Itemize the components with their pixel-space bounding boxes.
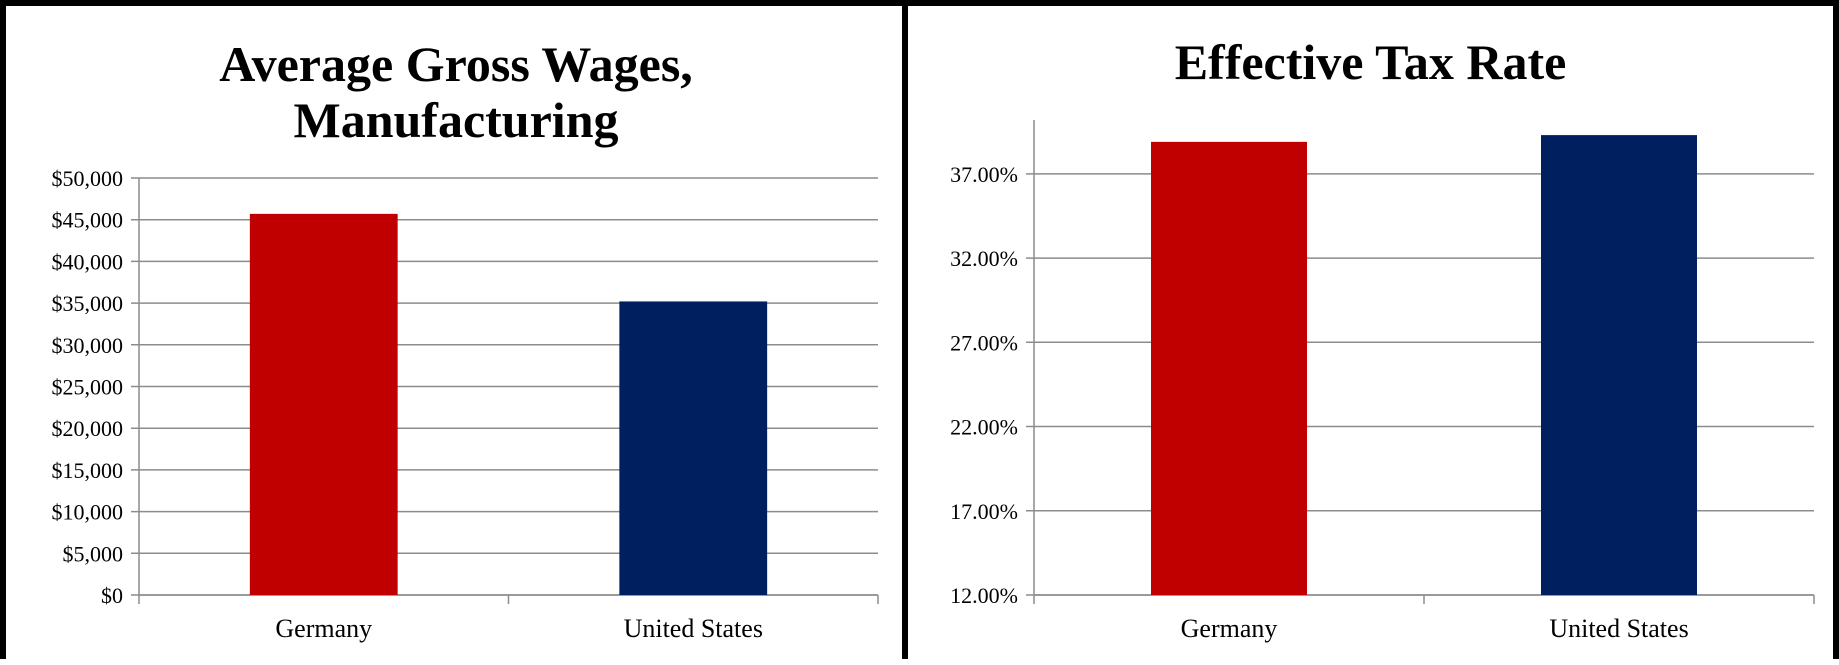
wages-chart-plot: $0 $5,000 $10,000 $15,000 $20,000 $25,000 $30,… (52, 166, 879, 643)
wages-y-tick-label: $25,000 (52, 375, 124, 400)
tax-y-tick-label: 37.00% (950, 162, 1018, 187)
tax-category-label: United States (1549, 614, 1688, 643)
wages-bar-united-states (619, 301, 768, 595)
wages-y-tick-label: $5,000 (63, 541, 124, 566)
wages-category-label: United States (624, 614, 763, 643)
tax-y-tick-label: 32.00% (950, 246, 1018, 271)
wages-y-tick-label: $50,000 (52, 166, 124, 191)
wages-y-tick-label: $30,000 (52, 333, 124, 358)
tax-chart-panel: Effective Tax Rate 12.00% 17.00% 22.00% 27.… (902, 0, 1839, 659)
tax-chart-plot: 12.00% 17.00% 22.00% 27.00% 32.00% 37.00% Germ… (950, 120, 1815, 643)
wages-chart-title: Average Gross Wages, Manufacturing (6, 36, 906, 148)
tax-bar-germany (1151, 141, 1307, 595)
tax-y-tick-label: 12.00% (950, 583, 1018, 608)
tax-y-tick-label: 27.00% (950, 330, 1018, 355)
wages-y-tick-label: $15,000 (52, 458, 124, 483)
tax-title-line-1: Effective Tax Rate (1174, 34, 1567, 90)
wages-category-label: Germany (275, 614, 372, 643)
tax-chart-title: Effective Tax Rate (908, 34, 1833, 90)
tax-y-tick-label: 22.00% (950, 415, 1018, 440)
wages-y-tick-label: $0 (101, 583, 123, 608)
wages-chart-panel: Average Gross Wages, Manufacturing $0 $5,… (0, 0, 912, 659)
wages-y-tick-label: $10,000 (52, 500, 124, 525)
tax-y-tick-label: 17.00% (950, 499, 1018, 524)
wages-bar-germany (249, 213, 398, 595)
wages-y-tick-label: $35,000 (52, 291, 124, 316)
wages-title-line-1: Average Gross Wages, (219, 36, 693, 92)
wages-y-tick-label: $45,000 (52, 208, 124, 233)
wages-y-tick-label: $40,000 (52, 249, 124, 274)
tax-category-label: Germany (1181, 614, 1278, 643)
wages-y-tick-label: $20,000 (52, 416, 124, 441)
tax-bar-united-states (1541, 135, 1697, 595)
wages-title-line-2: Manufacturing (293, 92, 619, 148)
